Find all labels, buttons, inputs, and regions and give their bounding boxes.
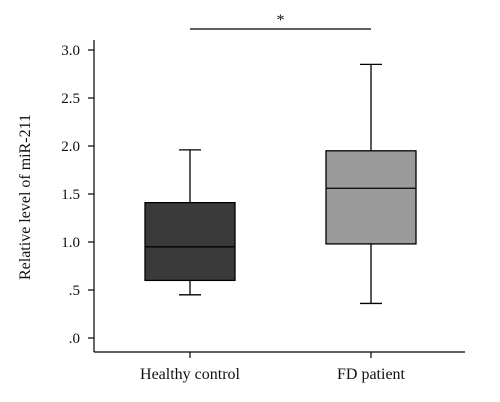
y-ticks: .0 .5 1.0 1.5 2.0 2.5 3.0 (61, 43, 94, 347)
y-tick-label: 1.5 (61, 187, 80, 203)
iqr-box (144, 201, 236, 282)
x-category-label: Healthy control (140, 366, 241, 383)
y-tick-label: .5 (69, 283, 80, 299)
box-fd-patient (325, 63, 417, 305)
y-tick-label: 2.0 (61, 139, 80, 155)
significance-label: * (277, 12, 285, 29)
y-axis-title: Relative level of miR-211 (17, 114, 34, 280)
y-tick-label: 2.5 (61, 91, 80, 107)
box-healthy-control (144, 149, 236, 296)
significance-bracket: * (190, 12, 371, 30)
y-tick-label: 1.0 (61, 235, 80, 251)
y-tick-label: 3.0 (61, 43, 80, 59)
y-tick-label: .0 (69, 331, 80, 347)
x-categories: Healthy control FD patient (140, 352, 406, 383)
boxes (144, 63, 417, 305)
iqr-box (325, 150, 417, 245)
x-category-label: FD patient (337, 366, 406, 383)
